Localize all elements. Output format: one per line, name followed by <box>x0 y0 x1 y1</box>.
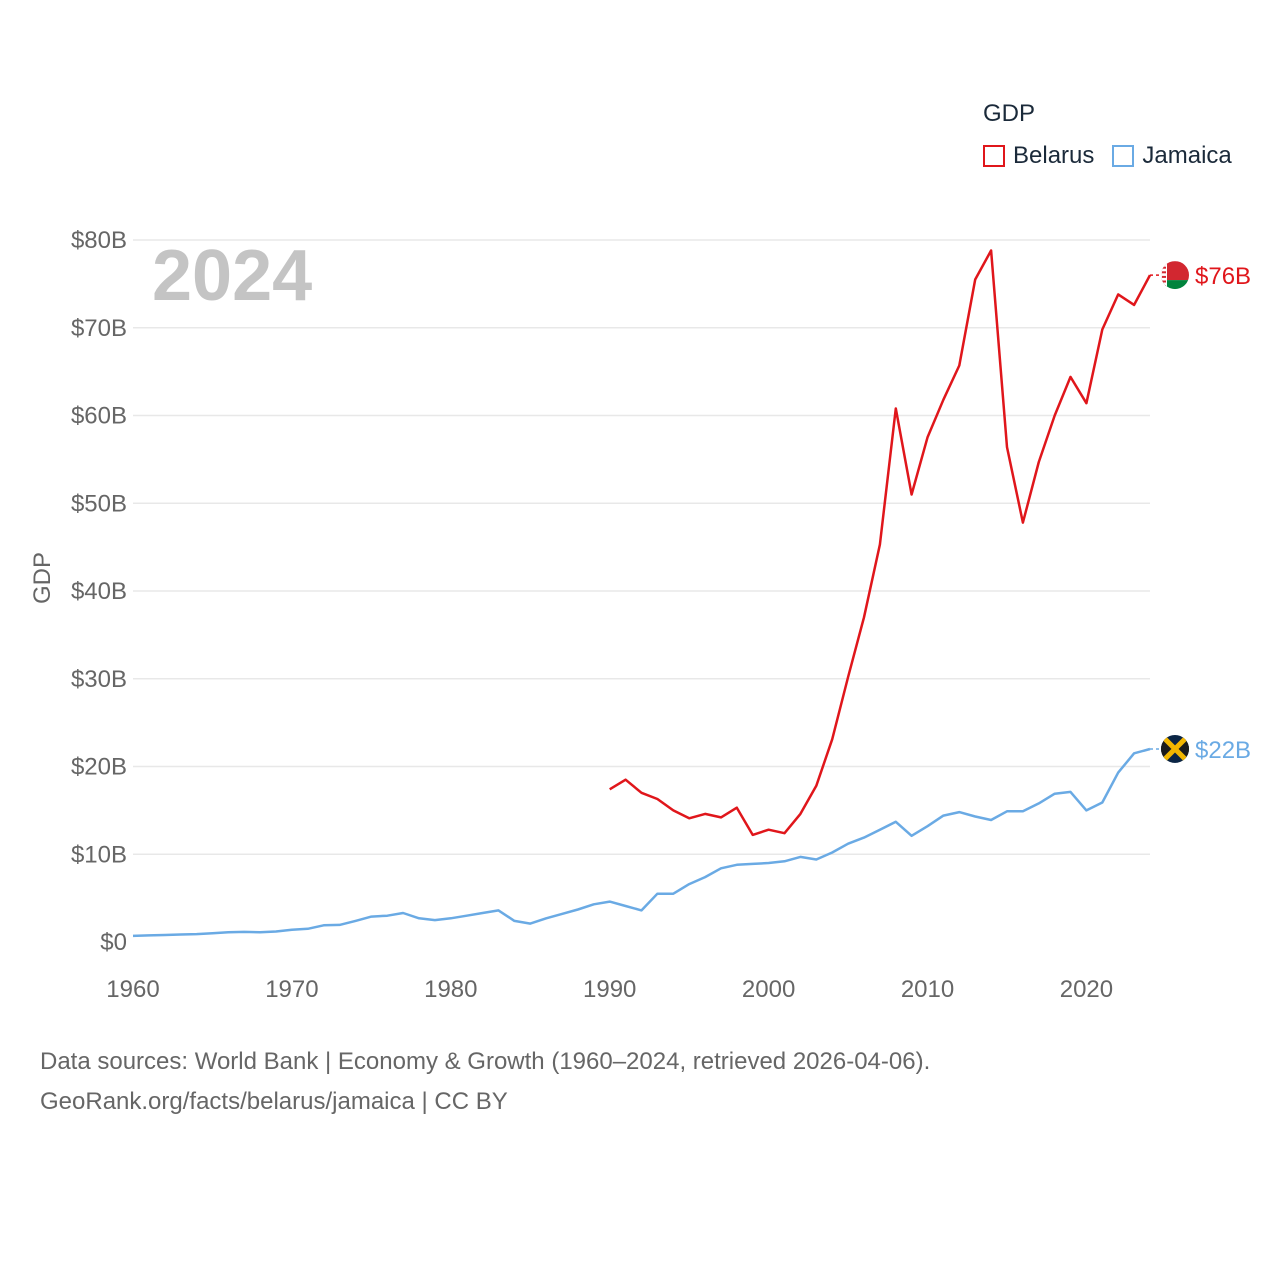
x-tick-label: 1980 <box>424 976 477 1003</box>
end-value-label-belarus: $76B <box>1195 263 1251 290</box>
legend-title: GDP <box>983 100 1036 127</box>
x-tick-label: 2010 <box>901 976 954 1003</box>
y-tick-label: $0 <box>100 929 127 956</box>
x-axis-ticks: 1960 1970 1980 1990 2000 2010 2020 <box>106 976 1113 1003</box>
y-tick-label: $10B <box>71 841 127 868</box>
gridlines <box>133 239 1150 855</box>
y-tick-label: $70B <box>71 315 127 342</box>
legend-item-jamaica[interactable]: Jamaica <box>1112 142 1232 170</box>
x-tick-label: 1960 <box>106 976 159 1003</box>
y-tick-label: $40B <box>71 578 127 605</box>
source-note: Data sources: World Bank | Economy & Gro… <box>40 1042 930 1122</box>
source-line: Data sources: World Bank | Economy & Gro… <box>40 1048 931 1075</box>
legend-label-belarus: Belarus <box>1013 142 1095 169</box>
x-tick-label: 2000 <box>742 976 795 1003</box>
legend: Belarus Jamaica <box>983 142 1250 170</box>
y-axis-label: GDP <box>29 552 56 604</box>
y-tick-label: $80B <box>71 227 127 254</box>
x-tick-label: 1970 <box>265 976 318 1003</box>
y-tick-label: $30B <box>71 666 127 693</box>
year-watermark: 2024 <box>152 236 312 316</box>
legend-swatch-belarus <box>983 145 1005 167</box>
series-line-jamaica <box>132 747 1151 938</box>
legend-swatch-jamaica <box>1112 145 1135 167</box>
y-tick-label: $50B <box>71 490 127 517</box>
series-layer: $76B $22B <box>132 249 1251 938</box>
y-axis-ticks: $0 $10B $20B $30B $40B $50B $60B $70B $80B <box>71 227 127 956</box>
y-tick-label: $60B <box>71 403 127 430</box>
series-line-belarus <box>609 249 1152 837</box>
x-tick-label: 1990 <box>583 976 636 1003</box>
source-link[interactable]: GeoRank.org/facts/belarus/jamaica | CC B… <box>40 1088 508 1115</box>
belarus-flag-icon <box>1161 261 1189 290</box>
legend-label-jamaica: Jamaica <box>1142 142 1232 169</box>
x-tick-label: 2020 <box>1060 976 1113 1003</box>
legend-item-belarus[interactable]: Belarus <box>983 142 1094 170</box>
y-tick-label: $20B <box>71 754 127 781</box>
jamaica-flag-icon <box>1161 734 1189 763</box>
end-value-label-jamaica: $22B <box>1195 737 1251 764</box>
